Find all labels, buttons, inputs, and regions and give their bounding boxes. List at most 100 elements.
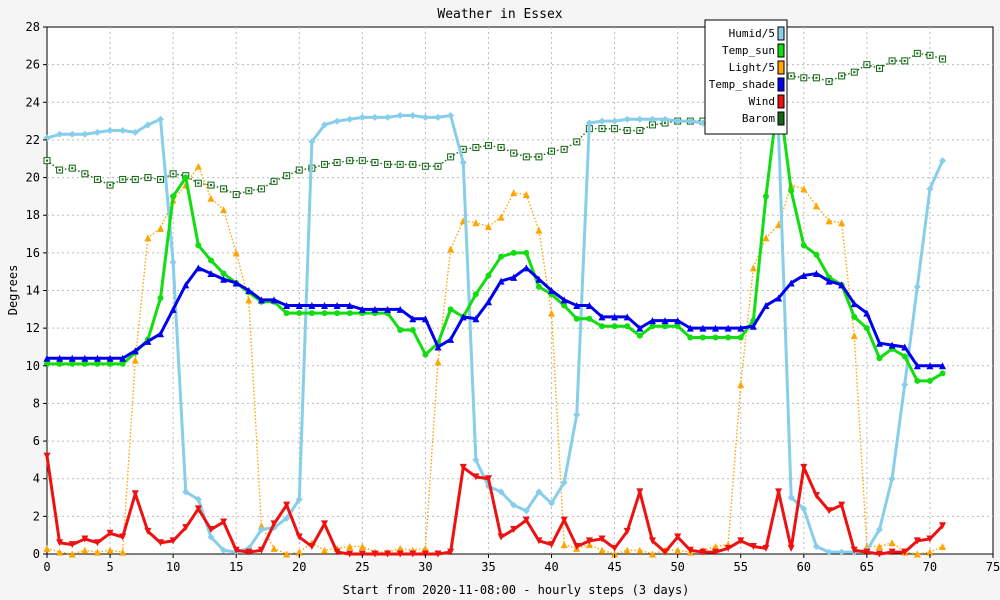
series-wind-point <box>560 516 568 524</box>
series-wind-point <box>611 544 619 552</box>
series-temp-shade-point <box>699 324 707 332</box>
series-humid-5-point <box>447 111 455 119</box>
series-temp-shade-point <box>68 354 76 362</box>
series-wind-point <box>459 463 467 471</box>
x-axis-label: Start from 2020-11-08:00 - hourly steps … <box>343 583 690 597</box>
series-temp-shade-point <box>308 302 316 310</box>
series-barom-point-dot <box>928 54 931 57</box>
series-wind-point <box>232 546 240 554</box>
series-temp-sun-point <box>926 377 933 384</box>
series-temp-shade-point <box>901 343 909 351</box>
series-humid-5-point <box>510 501 518 509</box>
series-barom-point-dot <box>525 155 528 158</box>
series-temp-shade-point <box>119 354 127 362</box>
series-temp-shade-point <box>421 315 429 323</box>
y-tick-label: 0 <box>33 547 40 561</box>
series-humid-5-point <box>573 411 581 419</box>
y-tick-label: 24 <box>26 95 40 109</box>
series-barom-point-dot <box>487 144 490 147</box>
series-temp-shade-point <box>371 305 379 313</box>
series-humid-5-point <box>661 115 669 123</box>
series-temp-sun-point <box>662 323 669 330</box>
series-humid-5-point <box>396 111 404 119</box>
legend-wind-swatch <box>777 94 785 109</box>
series-temp-shade-point <box>598 313 606 321</box>
series-humid-5-point <box>308 138 316 146</box>
series-barom-point-dot <box>71 167 74 170</box>
series-temp-shade-point <box>409 315 417 323</box>
series-temp-shade-point <box>56 354 64 362</box>
series-temp-shade-point <box>81 354 89 362</box>
series-humid-5-point <box>901 381 909 389</box>
series-temp-shade-point <box>207 270 215 278</box>
x-tick-label: 55 <box>734 560 748 574</box>
series-temp-sun-point <box>649 323 656 330</box>
series-humid-5-point <box>434 113 442 121</box>
series-temp-sun-point <box>157 295 164 302</box>
series-temp-shade-point <box>434 343 442 351</box>
series-temp-shade-point <box>913 362 921 370</box>
series-temp-sun-point <box>939 370 946 377</box>
series-light-5-point <box>346 542 354 550</box>
series-wind-point <box>510 526 518 534</box>
series-light-5-point <box>220 206 228 214</box>
series-humid-5-point <box>358 113 366 121</box>
series-wind <box>43 452 947 558</box>
series-light-5-point <box>913 550 921 558</box>
series-wind-point <box>157 539 165 547</box>
series-temp-shade-point <box>346 302 354 310</box>
series-barom-point-dot <box>58 169 61 172</box>
series-humid-5-point <box>913 283 921 291</box>
series-temp-sun <box>44 89 946 384</box>
series-barom-point-dot <box>613 127 616 130</box>
series-humid-5-point <box>283 514 291 522</box>
series-barom-point-dot <box>285 174 288 177</box>
series-light-5-point <box>825 217 833 225</box>
series-humid-5-point <box>875 526 883 534</box>
series-humid-5-point <box>939 157 947 165</box>
series-barom-point-dot <box>424 165 427 168</box>
x-tick-label: 45 <box>607 560 621 574</box>
series-wind-point <box>106 529 114 537</box>
x-tick-label: 75 <box>986 560 1000 574</box>
series-temp-sun-point <box>598 323 605 330</box>
legend-temp-shade-swatch <box>777 77 785 92</box>
x-tick-label: 60 <box>797 560 811 574</box>
series-wind-point <box>850 546 858 554</box>
series-temp-shade-point <box>484 298 492 306</box>
series-layer <box>43 49 947 558</box>
series-barom-point-dot <box>916 52 919 55</box>
series-temp-sun-point <box>207 257 214 264</box>
y-tick-label: 10 <box>26 359 40 373</box>
series-temp-shade-point <box>106 354 114 362</box>
series-temp-shade-point <box>270 296 278 304</box>
series-humid-5-point <box>220 546 228 554</box>
series-temp-shade-point <box>194 264 202 272</box>
series-humid-5-point <box>81 130 89 138</box>
series-temp-shade-point <box>648 317 656 325</box>
series-temp-shade-point <box>611 313 619 321</box>
series-barom-point-dot <box>411 163 414 166</box>
series-wind-point <box>194 505 202 513</box>
y-tick-label: 28 <box>26 20 40 34</box>
series-wind-point <box>434 550 442 558</box>
series-wind-point <box>585 537 593 545</box>
series-barom-point-dot <box>512 152 515 155</box>
series-barom-point-dot <box>247 189 250 192</box>
legend-barom-swatch <box>777 111 785 126</box>
series-temp-sun-point <box>800 242 807 249</box>
series-temp-shade-point <box>787 279 795 287</box>
series-wind-point <box>636 488 644 496</box>
series-wind-point <box>43 452 51 460</box>
series-temp-sun-point <box>81 360 88 367</box>
series-temp-sun-point <box>220 270 227 277</box>
series-temp-shade-point <box>863 309 871 317</box>
series-barom-point-dot <box>361 159 364 162</box>
series-wind-point <box>295 533 303 541</box>
series-barom-point-dot <box>298 169 301 172</box>
series-temp-shade-point <box>169 305 177 313</box>
series-light-5-point <box>875 542 883 550</box>
series-wind-point <box>812 492 820 500</box>
series-humid-5-point <box>812 542 820 550</box>
series-temp-shade-point <box>825 277 833 285</box>
